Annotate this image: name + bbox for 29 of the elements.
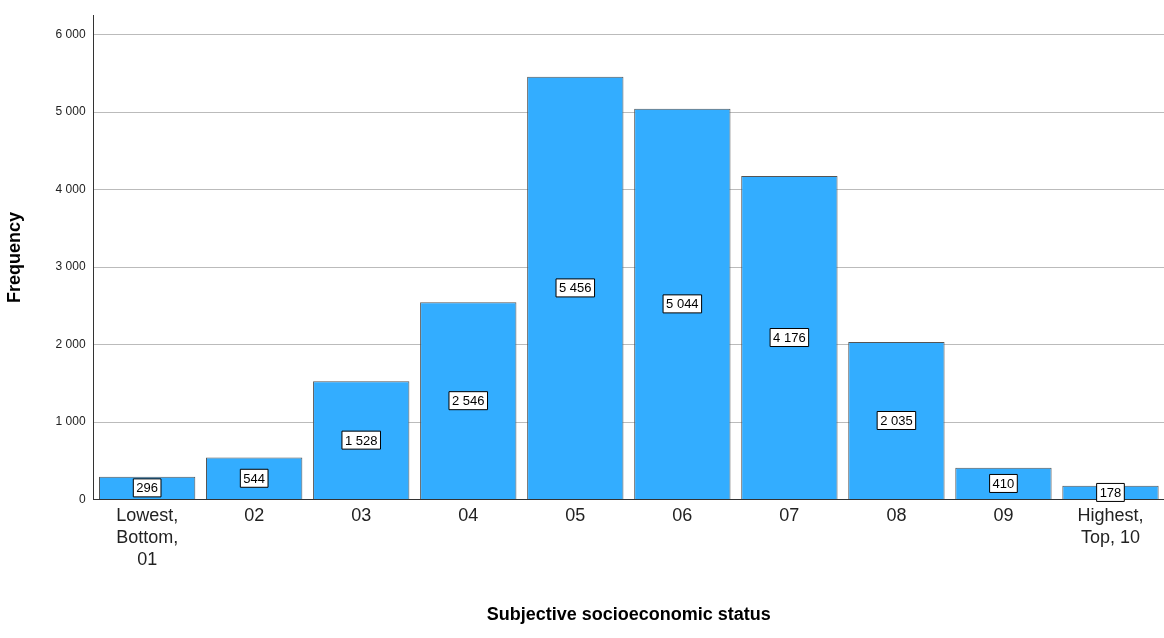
y-tick-label: 5 000 [55,104,86,119]
x-tick-label: 07 [779,505,800,526]
x-tick-label: 02 [244,505,265,526]
y-tick-label: 4 000 [55,181,86,196]
y-tick-label: 6 000 [55,26,86,41]
data-label: 5 044 [666,296,699,312]
x-tick-label: 04 [458,505,479,526]
x-tick-label: 09 [993,505,1014,526]
x-axis-title: Subjective socioeconomic status [486,604,771,625]
data-label: 5 456 [559,280,592,296]
data-label: 178 [1099,485,1122,501]
y-tick-label: 2 000 [55,336,86,351]
y-axis-title: Frequency [3,211,24,303]
data-label: 544 [243,470,266,486]
y-tick-label: 0 [78,491,86,506]
y-tick-label: 1 000 [55,414,86,429]
data-label: 410 [992,476,1015,492]
x-tick-label: 06 [672,505,693,526]
x-tick-label: 05 [565,505,586,526]
data-label: 2 035 [880,413,913,429]
x-tick-label: 03 [351,505,372,526]
x-tick-label: Highest, Top, 10 [1077,505,1144,547]
y-tick-label: 3 000 [55,259,86,274]
data-label: 296 [136,480,158,496]
x-tick-label: Lowest, Bottom, 01 [116,505,179,569]
data-label: 2 546 [451,393,485,409]
data-label: 4 176 [773,330,806,346]
x-tick-label: 08 [886,505,907,526]
data-label: 1 528 [344,432,378,448]
